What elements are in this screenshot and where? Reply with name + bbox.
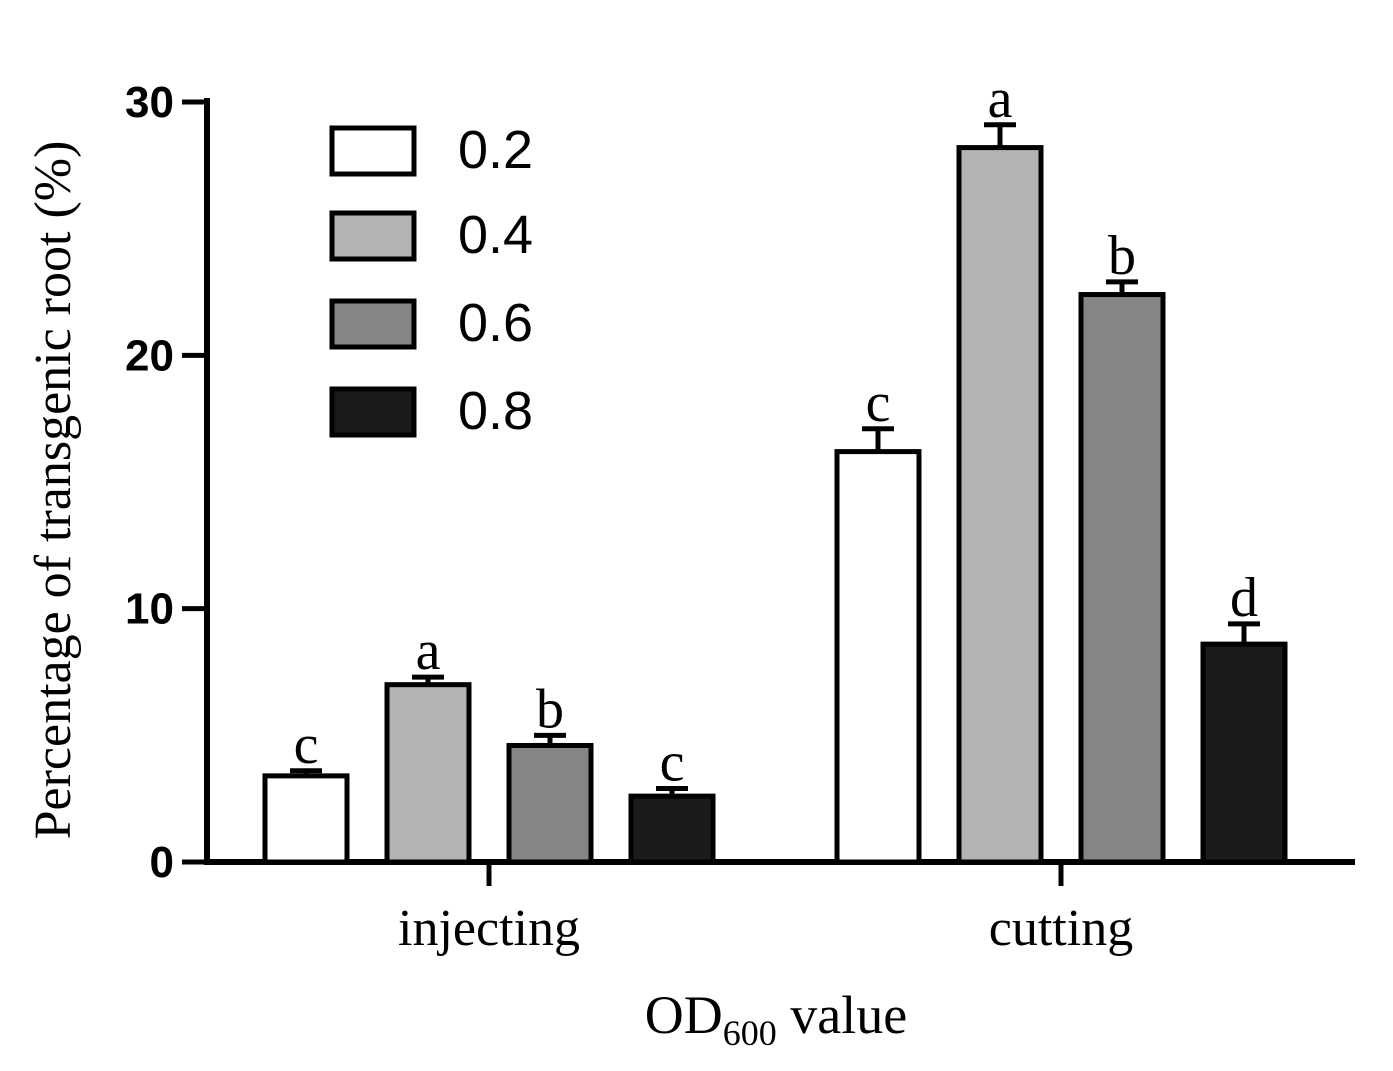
significance-letter-injecting-0.4: a: [416, 620, 441, 682]
bar-cutting-0.2: [834, 449, 922, 865]
bar-cutting-0.6: [1078, 292, 1166, 865]
legend-label-0.6: 0.6: [458, 293, 533, 353]
significance-letter-cutting-0.6: b: [1108, 225, 1136, 287]
y-tick-label-1: 10: [125, 585, 174, 634]
x-axis-title-subscript: 600: [723, 1013, 777, 1053]
legend-swatch-0.6: [329, 298, 417, 350]
y-axis-title: Percentage of transgenic root (%): [25, 141, 82, 840]
legend-swatch-0.4: [329, 210, 417, 262]
bars-group: c a b c c a b d: [262, 68, 1288, 865]
bar-injecting-0.4: [384, 682, 472, 865]
x-category-label-injecting: injecting: [398, 900, 580, 957]
bar-cutting-0.4: [956, 145, 1044, 865]
legend-label-0.2: 0.2: [458, 120, 533, 180]
bar-injecting-0.8: [628, 793, 716, 865]
legend-label-0.4: 0.4: [458, 205, 533, 265]
y-tick-label-0: 0: [150, 838, 174, 887]
legend: 0.2 0.4 0.6 0.8: [329, 120, 533, 441]
legend-label-0.8: 0.8: [458, 381, 533, 441]
significance-letter-cutting-0.4: a: [988, 68, 1013, 130]
x-axis-title: OD600 value: [645, 985, 907, 1053]
significance-letter-cutting-0.8: d: [1230, 567, 1258, 629]
y-tick-label-3: 30: [125, 78, 174, 127]
x-axis-title-main: OD: [645, 985, 723, 1045]
significance-letter-injecting-0.8: c: [660, 732, 685, 794]
bar-injecting-0.2: [262, 773, 350, 865]
legend-swatch-0.2: [329, 125, 417, 177]
significance-letter-injecting-0.6: b: [536, 678, 564, 740]
legend-swatch-0.8: [329, 386, 417, 438]
y-ticks: [182, 99, 207, 865]
bar-cutting-0.8: [1200, 641, 1288, 865]
x-axis-title-suffix: value: [777, 985, 907, 1045]
y-tick-label-2: 20: [125, 331, 174, 380]
bar-injecting-0.6: [506, 742, 594, 865]
x-category-label-cutting: cutting: [989, 900, 1133, 957]
significance-letter-injecting-0.2: c: [294, 714, 319, 776]
y-tick-labels: 0 10 20 30: [125, 78, 174, 887]
significance-letter-cutting-0.2: c: [866, 372, 891, 434]
